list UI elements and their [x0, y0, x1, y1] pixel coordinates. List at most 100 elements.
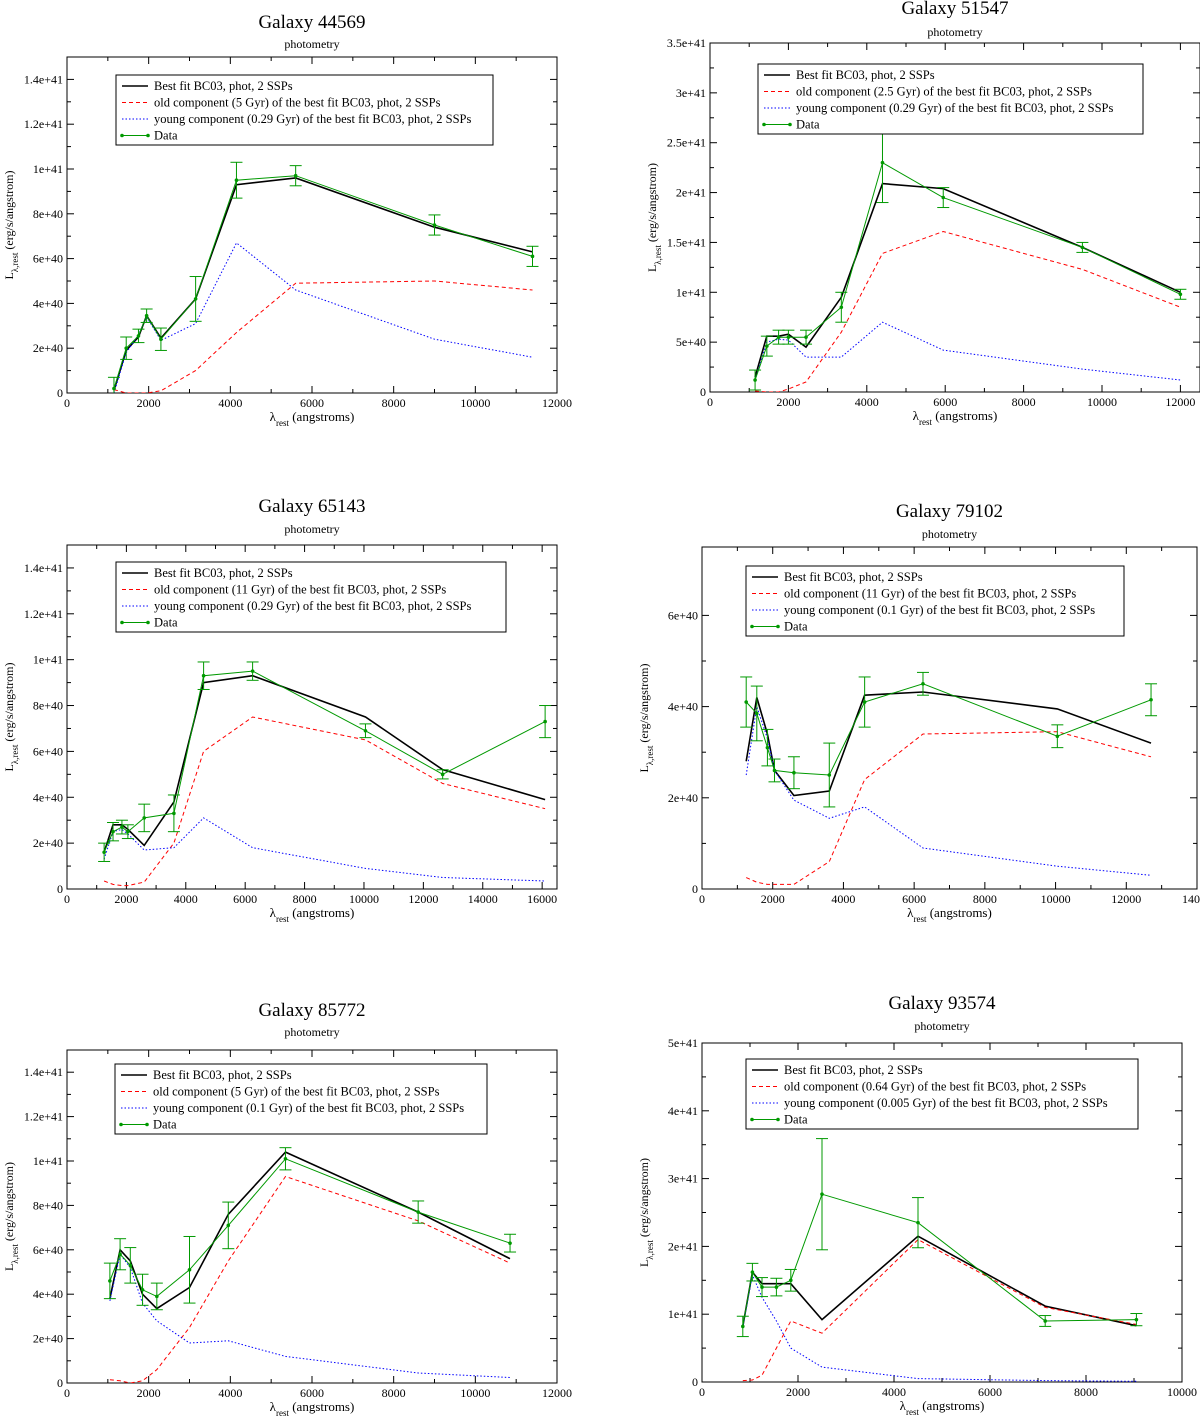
data-point [820, 1192, 824, 1196]
data-point [126, 829, 130, 834]
plot-area [740, 671, 1158, 885]
y-tick-label: 6e+40 [33, 252, 63, 266]
legend-best-fit-label: Best fit BC03, phot, 2 SSPs [154, 566, 293, 580]
x-tick-label: 12000 [1111, 892, 1141, 906]
y-axis-label: Lλ,rest (erg/s/angstrom) [637, 1158, 655, 1267]
legend-marker [788, 122, 792, 127]
x-tick-label: 0 [64, 1386, 70, 1400]
x-tick-label: 4000 [882, 1385, 906, 1399]
x-axis-label: λrest (angstroms) [913, 408, 998, 427]
y-axis-label: Lλ,rest (erg/s/angstrom) [2, 170, 20, 279]
y-tick-label: 1e+41 [33, 1154, 63, 1168]
legend-young-component-label: young component (0.1 Gyr) of the best fi… [153, 1101, 464, 1115]
y-tick-label: 4e+40 [33, 1287, 63, 1301]
y-tick-label: 1.2e+41 [24, 607, 63, 621]
x-tick-label: 4000 [218, 396, 242, 410]
data-point [744, 700, 748, 704]
legend-marker [776, 1117, 780, 1122]
y-tick-label: 4e+40 [33, 790, 63, 804]
data-point [102, 850, 106, 855]
old-component-line [742, 1238, 1137, 1382]
data-point [1149, 697, 1153, 702]
legend-marker [145, 1122, 149, 1127]
data-point [193, 297, 198, 301]
y-tick-label: 6e+40 [668, 608, 698, 622]
data-point [440, 772, 445, 777]
old-component-line [755, 230, 1181, 392]
chart-title: Galaxy 65143 [258, 496, 365, 517]
data-point [760, 1285, 764, 1289]
y-axis-label: Lλ,rest (erg/s/angstrom) [2, 1162, 20, 1271]
legend-box [114, 1063, 488, 1135]
legend-old-component-label: old component (11 Gyr) of the best fit B… [784, 587, 1076, 601]
x-tick-label: 4000 [218, 1386, 242, 1400]
data-point [111, 829, 115, 834]
legend-box [115, 74, 494, 146]
legend-young-component-label: young component (0.29 Gyr) of the best f… [154, 112, 471, 126]
y-tick-label: 5e+40 [676, 335, 706, 349]
y-tick-label: 0 [692, 1375, 698, 1389]
old-component-line [746, 731, 1152, 885]
chart-panel: Galaxy 85772 photometry 0 2000 4000 6000 8000 1… [2, 1000, 572, 1417]
x-tick-label: 10000 [460, 396, 490, 410]
data-point [543, 719, 547, 724]
data-line [113, 175, 533, 389]
legend-marker [120, 620, 124, 625]
data-line [745, 683, 1152, 776]
plot-area [736, 1138, 1143, 1382]
chart-panel: Galaxy 93574 photometry 0 2000 4000 6000 8000 1… [637, 993, 1197, 1417]
x-tick-label: 4000 [831, 892, 855, 906]
y-tick-label: 6e+40 [33, 744, 63, 758]
x-tick-label: 12000 [1165, 395, 1195, 409]
legend-box [115, 561, 507, 633]
legend-best-fit-label: Best fit BC03, phot, 2 SSPs [154, 79, 293, 93]
x-tick-label: 2000 [114, 892, 138, 906]
y-tick-label: 2e+40 [668, 791, 698, 805]
legend-best-fit-label: Best fit BC03, phot, 2 SSPs [784, 570, 923, 584]
chart-title: Galaxy 79102 [896, 501, 1003, 522]
y-axis-label: Lλ,rest (erg/s/angstrom) [645, 163, 663, 272]
y-tick-label: 1.2e+41 [24, 117, 63, 131]
data-point [432, 223, 437, 227]
legend-old-component-label: old component (2.5 Gyr) of the best fit … [796, 85, 1092, 99]
y-tick-label: 6e+40 [33, 1243, 63, 1257]
data-line [754, 161, 1181, 381]
legend-old-component-label: old component (0.64 Gyr) of the best fit… [784, 1080, 1086, 1094]
y-tick-label: 8e+40 [33, 699, 63, 713]
x-tick-label: 6000 [300, 1386, 324, 1400]
legend-marker [120, 133, 124, 138]
x-tick-label: 8000 [382, 396, 406, 410]
data-point [250, 669, 255, 673]
data-point [1055, 734, 1060, 739]
data-point [142, 816, 147, 820]
data-point [363, 728, 368, 733]
data-point [750, 1270, 755, 1274]
legend-marker [119, 1122, 123, 1127]
data-line [103, 670, 546, 853]
young-component-line [742, 1273, 1137, 1382]
data-point [108, 1279, 112, 1283]
young-component-line [109, 1253, 511, 1378]
legend-data-label: Data [784, 620, 808, 634]
data-point [201, 673, 206, 678]
data-point [772, 768, 777, 773]
x-tick-label: 6000 [978, 1385, 1002, 1399]
y-axis-label: Lλ,rest (erg/s/angstrom) [637, 663, 655, 772]
y-tick-label: 1e+41 [33, 162, 63, 176]
young-component-line [754, 321, 1181, 381]
y-tick-label: 2e+41 [668, 1239, 698, 1253]
x-tick-label: 0 [707, 395, 713, 409]
legend-best-fit-label: Best fit BC03, phot, 2 SSPs [784, 1063, 923, 1077]
chart-subtitle: photometry [927, 25, 982, 39]
legend-box [757, 63, 1144, 135]
old-component-line [103, 716, 546, 887]
young-component-line [113, 242, 533, 393]
legend-data-label: Data [153, 1118, 177, 1132]
best-fit-line [754, 182, 1181, 378]
legend-marker [146, 620, 150, 625]
legend-box [745, 1058, 1139, 1130]
data-point [118, 1252, 122, 1257]
data-point [120, 825, 124, 829]
legend-young-component-label: young component (0.29 Gyr) of the best f… [796, 101, 1113, 115]
